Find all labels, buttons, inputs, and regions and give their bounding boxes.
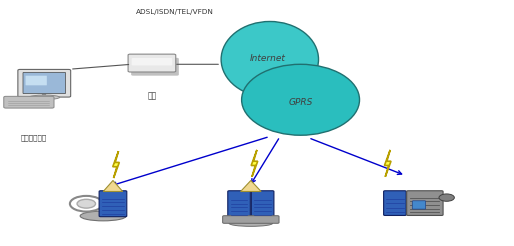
Polygon shape — [241, 181, 261, 191]
Ellipse shape — [229, 220, 272, 226]
FancyBboxPatch shape — [128, 54, 176, 72]
FancyBboxPatch shape — [23, 72, 66, 94]
FancyBboxPatch shape — [26, 76, 47, 85]
Text: 用户数据中心: 用户数据中心 — [21, 134, 47, 141]
Text: Internet: Internet — [249, 54, 285, 63]
FancyBboxPatch shape — [99, 191, 127, 217]
Polygon shape — [103, 181, 123, 191]
FancyBboxPatch shape — [251, 191, 274, 218]
Ellipse shape — [221, 21, 319, 97]
FancyBboxPatch shape — [131, 58, 179, 76]
FancyBboxPatch shape — [228, 191, 250, 218]
Text: 设备: 设备 — [148, 92, 157, 101]
Polygon shape — [384, 150, 391, 177]
Ellipse shape — [80, 211, 126, 221]
FancyBboxPatch shape — [4, 96, 54, 108]
Text: ADSL/ISDN/TEL/VFDN: ADSL/ISDN/TEL/VFDN — [136, 9, 214, 15]
Circle shape — [439, 194, 454, 201]
FancyBboxPatch shape — [132, 58, 172, 65]
FancyBboxPatch shape — [18, 69, 70, 97]
Ellipse shape — [242, 64, 359, 135]
Ellipse shape — [29, 95, 60, 100]
FancyBboxPatch shape — [412, 201, 426, 209]
FancyBboxPatch shape — [407, 191, 443, 215]
Polygon shape — [251, 150, 258, 177]
Text: GPRS: GPRS — [288, 98, 313, 107]
FancyBboxPatch shape — [223, 216, 279, 223]
Circle shape — [77, 199, 96, 208]
Polygon shape — [113, 151, 119, 178]
FancyBboxPatch shape — [383, 191, 406, 215]
